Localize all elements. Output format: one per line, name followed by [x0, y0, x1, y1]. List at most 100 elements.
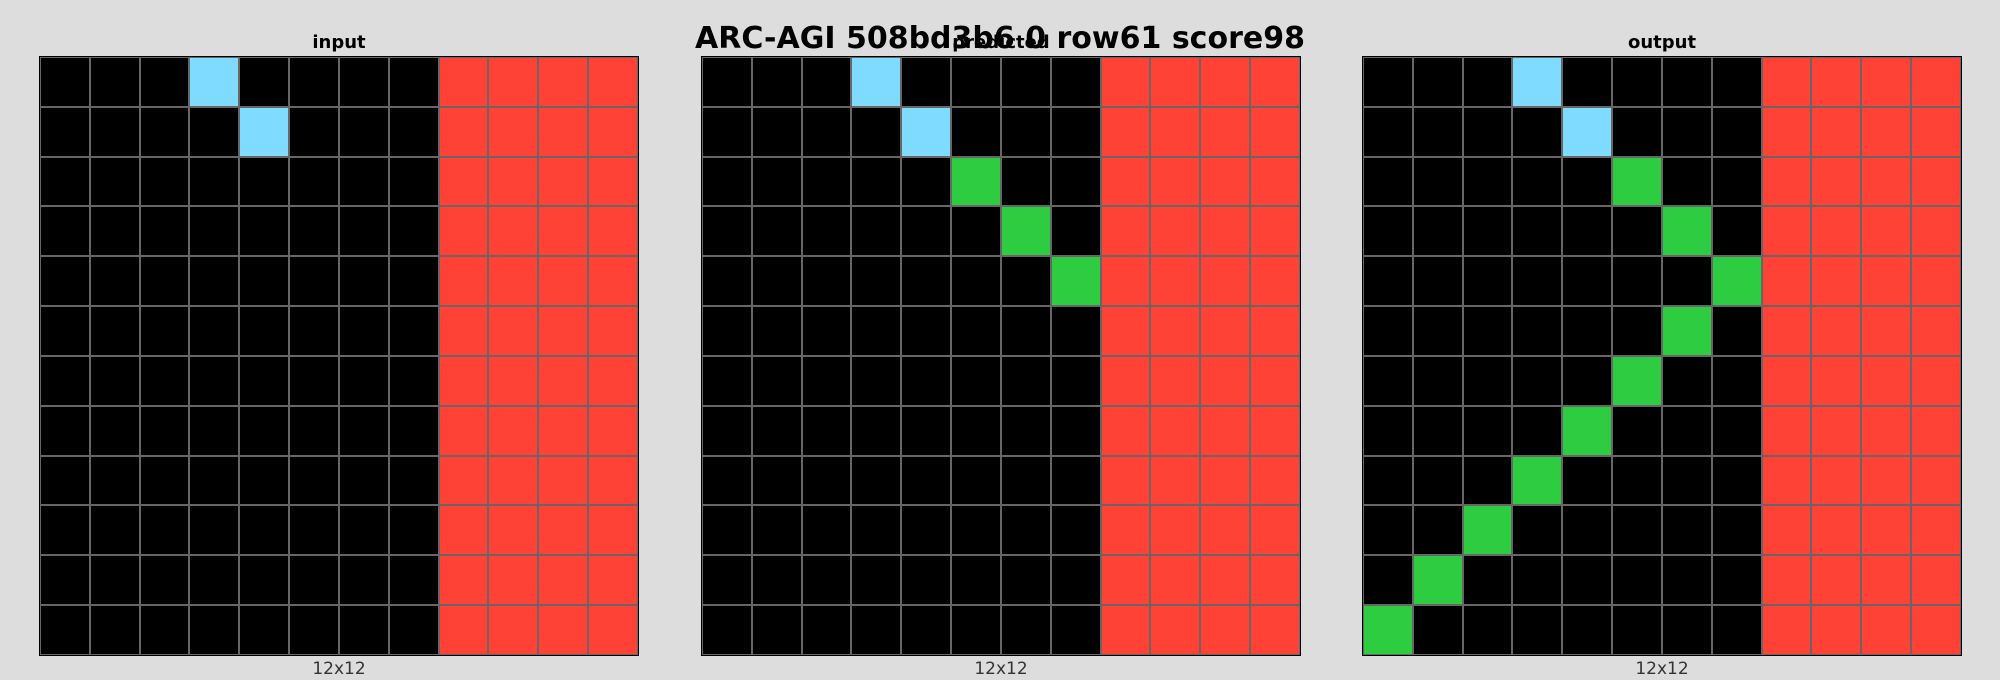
grid-cell	[751, 256, 802, 307]
grid-cell	[1363, 555, 1413, 606]
grid-cell	[1911, 306, 1961, 356]
grid-cell	[1200, 306, 1251, 356]
grid-cell	[488, 256, 539, 307]
grid-cell	[1200, 106, 1251, 157]
grid-cell	[1911, 355, 1961, 406]
grid-cell	[1000, 355, 1051, 406]
output-grid	[1362, 56, 1962, 656]
grid-cell	[588, 355, 638, 406]
grid-cell	[1462, 605, 1513, 655]
grid-cell	[1861, 106, 1912, 157]
grid-cell	[751, 455, 802, 506]
grid-cell	[40, 355, 90, 406]
grid-cell	[1711, 206, 1762, 257]
grid-cell	[851, 256, 902, 307]
grid-cell	[139, 505, 190, 556]
predicted-panel: predicted 12x12	[701, 0, 1301, 679]
grid-cell	[139, 455, 190, 506]
grid-cell	[1100, 505, 1151, 556]
grid-cell	[751, 57, 802, 107]
grid-cell	[1711, 405, 1762, 456]
grid-cell	[1150, 206, 1201, 257]
grid-cell	[89, 355, 140, 406]
grid-cell	[751, 605, 802, 655]
grid-cell	[851, 605, 902, 655]
grid-cell	[1250, 156, 1300, 207]
grid-cell	[1562, 405, 1613, 456]
grid-cell	[289, 306, 339, 356]
grid-cell	[538, 106, 589, 157]
grid-cell	[1512, 57, 1563, 107]
grid-cell	[1363, 306, 1413, 356]
grid-cell	[1363, 455, 1413, 506]
grid-cell	[1000, 605, 1051, 655]
grid-cell	[189, 106, 240, 157]
grid-cell	[702, 455, 752, 506]
grid-cell	[538, 405, 589, 456]
grid-cell	[751, 106, 802, 157]
grid-cell	[438, 106, 489, 157]
grid-cell	[1150, 57, 1201, 107]
grid-cell	[1100, 256, 1151, 307]
grid-cell	[1412, 206, 1463, 257]
grid-cell	[1050, 505, 1101, 556]
grid-cell	[438, 605, 489, 655]
grid-cell	[1150, 555, 1201, 606]
grid-cell	[1150, 306, 1201, 356]
grid-cell	[388, 206, 439, 257]
grid-cell	[801, 355, 852, 406]
grid-cell	[1462, 505, 1513, 556]
grid-cell	[289, 505, 339, 556]
grid-cell	[239, 355, 290, 406]
grid-cell	[1050, 355, 1101, 406]
grid-cell	[1911, 455, 1961, 506]
grid-cell	[1761, 106, 1812, 157]
grid-cell	[851, 306, 902, 356]
grid-cell	[1562, 156, 1613, 207]
grid-cell	[1861, 306, 1912, 356]
grid-cell	[1661, 605, 1712, 655]
grid-cell	[1911, 555, 1961, 606]
grid-cell	[1100, 106, 1151, 157]
grid-cell	[338, 605, 389, 655]
grid-cell	[289, 57, 339, 107]
grid-cell	[1200, 156, 1251, 207]
grid-cell	[388, 455, 439, 506]
grid-cell	[1761, 206, 1812, 257]
grid-cell	[1661, 106, 1712, 157]
grid-cell	[901, 505, 952, 556]
grid-cell	[1512, 106, 1563, 157]
grid-cell	[139, 355, 190, 406]
grid-cell	[388, 605, 439, 655]
grid-cell	[338, 555, 389, 606]
grid-cell	[1462, 405, 1513, 456]
grid-cell	[1512, 555, 1563, 606]
grid-cell	[189, 355, 240, 406]
grid-cell	[901, 405, 952, 456]
grid-cell	[751, 555, 802, 606]
grid-cell	[801, 405, 852, 456]
grid-cell	[239, 605, 290, 655]
grid-cell	[1911, 605, 1961, 655]
grid-cell	[438, 206, 489, 257]
grid-cell	[388, 355, 439, 406]
grid-cell	[1512, 605, 1563, 655]
grid-cell	[239, 505, 290, 556]
grid-cell	[40, 405, 90, 456]
grid-cell	[139, 256, 190, 307]
grid-cell	[1100, 555, 1151, 606]
grid-cell	[40, 605, 90, 655]
predicted-dimensions: 12x12	[974, 659, 1028, 679]
grid-cell	[1811, 306, 1862, 356]
grid-cell	[951, 57, 1001, 107]
grid-cell	[588, 57, 638, 107]
grid-cell	[1711, 505, 1762, 556]
grid-cell	[1150, 156, 1201, 207]
grid-cell	[1811, 555, 1862, 606]
grid-cell	[338, 455, 389, 506]
grid-cell	[40, 106, 90, 157]
grid-cell	[289, 256, 339, 307]
grid-cell	[1250, 57, 1300, 107]
grid-cell	[1661, 57, 1712, 107]
grid-cell	[488, 156, 539, 207]
